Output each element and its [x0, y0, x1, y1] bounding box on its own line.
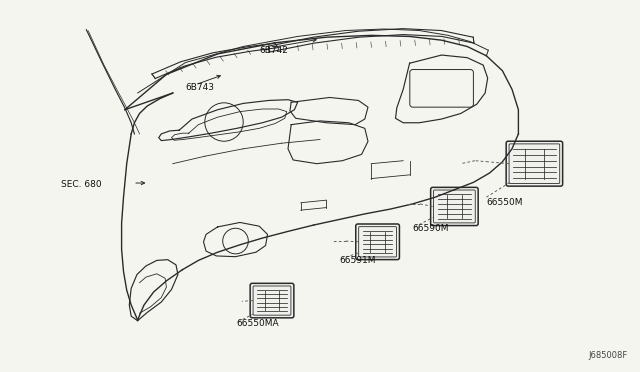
Text: SEC. 680: SEC. 680: [61, 180, 101, 189]
FancyBboxPatch shape: [431, 187, 478, 225]
Text: 66550M: 66550M: [486, 198, 523, 207]
Text: 66591M: 66591M: [339, 256, 376, 265]
Text: 6B742: 6B742: [259, 46, 288, 55]
Text: 66590M: 66590M: [413, 224, 449, 233]
Text: 66550MA: 66550MA: [237, 319, 280, 328]
FancyBboxPatch shape: [356, 224, 399, 260]
FancyBboxPatch shape: [250, 283, 294, 318]
FancyBboxPatch shape: [506, 141, 563, 186]
Text: J685008F: J685008F: [588, 351, 627, 360]
Text: 6B743: 6B743: [186, 83, 214, 92]
